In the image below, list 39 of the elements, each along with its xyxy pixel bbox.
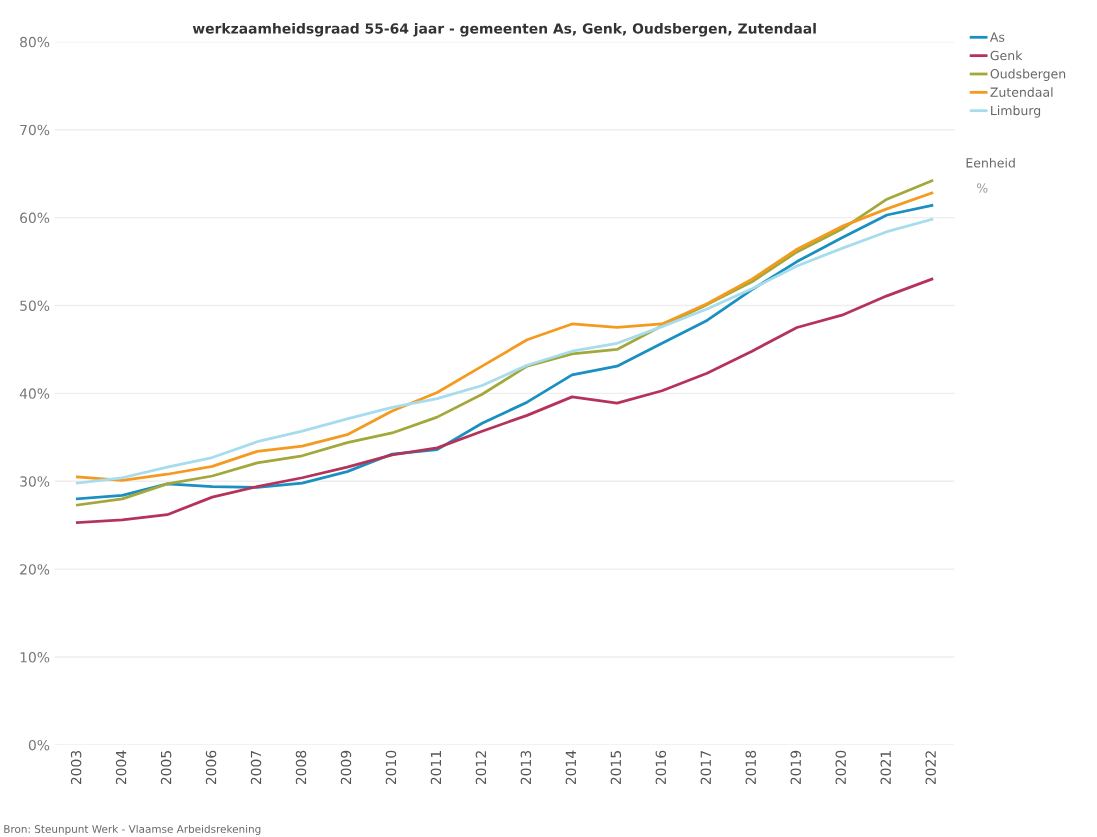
- line-series: [75, 277, 934, 524]
- legend-label: Oudsbergen: [990, 68, 1066, 81]
- x-tick-label: 2006: [205, 750, 217, 785]
- x-tick-label: 2015: [610, 751, 622, 785]
- x-tick-label: 2007: [250, 750, 262, 785]
- x-tick-label: 2009: [340, 750, 352, 785]
- x-tick-label: 2011: [430, 751, 442, 785]
- legend-label: Genk: [990, 50, 1023, 61]
- y-tick-label: 0%: [28, 739, 50, 751]
- y-tick-label: 50%: [20, 300, 50, 311]
- x-tick-label: 2004: [115, 750, 127, 785]
- x-tick-label: 2008: [295, 750, 307, 785]
- legend-label: Limburg: [991, 105, 1041, 118]
- y-tick-label: 40%: [19, 388, 50, 399]
- x-tick-label: 2022: [925, 751, 936, 785]
- text: Bron: Steunpunt Werk - Vlaamse Arbeidsrekening: [4, 824, 261, 835]
- x-tick-label: 2018: [745, 750, 757, 785]
- y-tick-label: 60%: [20, 212, 50, 224]
- legend-label: Zutendaal: [990, 87, 1053, 97]
- x-tick-label: 2012: [475, 751, 487, 785]
- y-tick-label: 30%: [20, 476, 50, 487]
- x-tick-label: 2016: [655, 750, 667, 785]
- chart-title: werkzaamheidsgraad 55-64 jaar - gemeenten As, Genk, Oudsbergen, Zutendaal: [192, 22, 816, 37]
- y-tick-label: 80%: [20, 36, 50, 48]
- legend-title: Eenheid: [966, 157, 1015, 168]
- x-tick-label: 2019: [790, 750, 801, 785]
- y-tick-label: 10%: [20, 652, 50, 663]
- x-tick-label: 2003: [70, 750, 82, 785]
- x-tick-label: 2020: [835, 750, 846, 785]
- x-tick-label: 2010: [385, 750, 397, 785]
- y-tick-label: 20%: [20, 564, 50, 575]
- text: %: [977, 183, 988, 193]
- legend-label: As: [989, 32, 1005, 42]
- x-tick-label: 2017: [700, 750, 712, 785]
- x-tick-label: 2014: [565, 750, 577, 785]
- y-tick-label: 70%: [20, 124, 50, 136]
- x-tick-label: 2005: [160, 751, 172, 785]
- x-tick-label: 2021: [880, 751, 891, 785]
- x-tick-label: 2013: [520, 750, 532, 785]
